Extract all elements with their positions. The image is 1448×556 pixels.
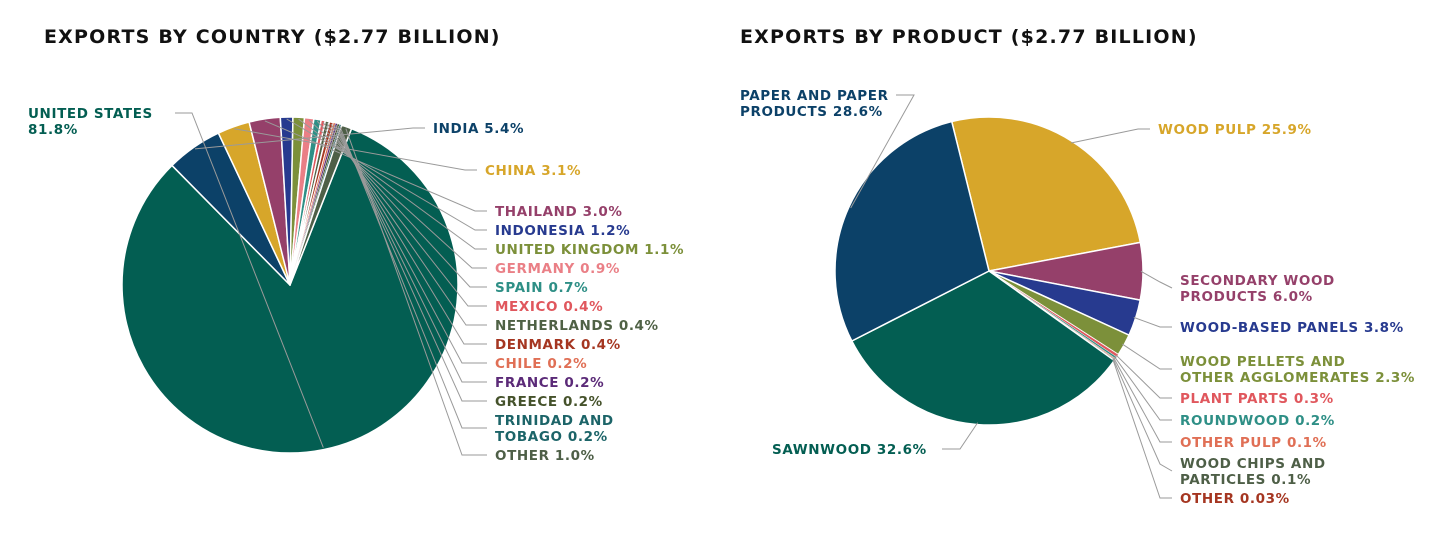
slice-label-other: OTHER 0.03% [1180,491,1290,507]
leader-line-sawnwood [942,422,979,450]
leader-line-plant-parts [1115,354,1172,399]
leader-line-spain [316,120,487,288]
slice-label-united-kingdom: UNITED KINGDOM 1.1% [495,242,684,258]
slice-label-netherlands: NETHERLANDS 0.4% [495,318,659,334]
slice-label-wood-pellets-and-other-agglomerates: WOOD PELLETS AND OTHER AGGLOMERATES 2.3% [1180,354,1415,386]
pie-slice-wood-pulp [950,116,1142,272]
leader-line-greece [337,125,487,402]
slice-label-india: INDIA 5.4% [433,121,524,137]
country-chart-title: EXPORTS BY COUNTRY ($2.77 BILLION) [44,26,501,48]
product-chart-title: EXPORTS BY PRODUCT ($2.77 BILLION) [740,26,1198,48]
pie-slice-sawnwood [851,270,1116,426]
leader-line-wood-pellets-and-other-agglomerates [1122,343,1172,370]
slice-label-plant-parts: PLANT PARTS 0.3% [1180,391,1334,407]
slice-label-roundwood: ROUNDWOOD 0.2% [1180,413,1335,429]
slice-label-denmark: DENMARK 0.4% [495,337,621,353]
slice-label-secondary-wood-products: SECONDARY WOOD PRODUCTS 6.0% [1180,273,1335,305]
leader-line-thailand [264,120,487,212]
leader-line-germany [308,119,487,269]
slice-label-greece: GREECE 0.2% [495,394,603,410]
slice-label-china: CHINA 3.1% [485,163,581,179]
slice-label-france: FRANCE 0.2% [495,375,604,391]
product-pie-chart: WOOD PULP 25.9% SECONDARY WOOD PRODUCTS 6.… [740,88,1415,507]
slice-label-thailand: THAILAND 3.0% [495,204,622,220]
slice-label-trinidad-and-tobago: TRINIDAD AND TOBAGO 0.2% [495,413,614,445]
leader-line-chile [333,124,487,364]
slice-label-other-pulp: OTHER PULP 0.1% [1180,435,1327,451]
country-exports-chart: EXPORTS BY COUNTRY ($2.77 BILLION) UNITE… [28,26,684,464]
pie-slice-paper-and-paper-products [834,120,990,342]
leader-line-mexico [322,121,487,307]
slice-label-indonesia: INDONESIA 1.2% [495,223,630,239]
leader-line-united-states [175,112,324,448]
leader-line-other [1112,359,1172,499]
leader-line-china [234,128,477,171]
leader-line-secondary-wood-products [1140,270,1173,289]
slice-label-paper-and-paper-products: PAPER AND PAPER PRODUCTS 28.6% [740,88,889,120]
leader-line-india [194,127,425,150]
slice-label-wood-based-panels: WOOD-BASED PANELS 3.8% [1180,320,1404,336]
slice-label-chile: CHILE 0.2% [495,356,587,372]
leader-line-wood-based-panels [1133,316,1172,328]
leader-line-paper-and-paper-products [850,94,915,209]
slice-label-mexico: MEXICO 0.4% [495,299,603,315]
slice-label-germany: GERMANY 0.9% [495,261,620,277]
pie-slice-other [289,124,353,286]
leader-line-other-pulp [1113,357,1172,443]
slice-label-sawnwood: SAWNWOOD 32.6% [772,442,927,458]
slice-label-other: OTHER 1.0% [495,448,595,464]
slice-label-united-states: UNITED STATES 81.8% [28,106,153,138]
slice-label-wood-pulp: WOOD PULP 25.9% [1158,122,1312,138]
leader-line-wood-pulp [1070,128,1150,144]
leader-line-wood-chips-and-particles [1112,358,1173,472]
slice-label-wood-chips-and-particles: WOOD CHIPS AND PARTICLES 0.1% [1180,456,1326,488]
leader-line-denmark [330,123,487,345]
leader-line-other [345,128,487,456]
leader-line-roundwood [1114,356,1172,421]
product-exports-chart: EXPORTS BY PRODUCT ($2.77 BILLION) WOOD … [724,0,1448,556]
leader-line-france [335,125,487,383]
slice-label-spain: SPAIN 0.7% [495,280,588,296]
leader-line-netherlands [326,122,487,326]
country-pie-chart: UNITED STATES 81.8% INDIA 5.4% CHINA 3.1% TH… [28,106,684,464]
